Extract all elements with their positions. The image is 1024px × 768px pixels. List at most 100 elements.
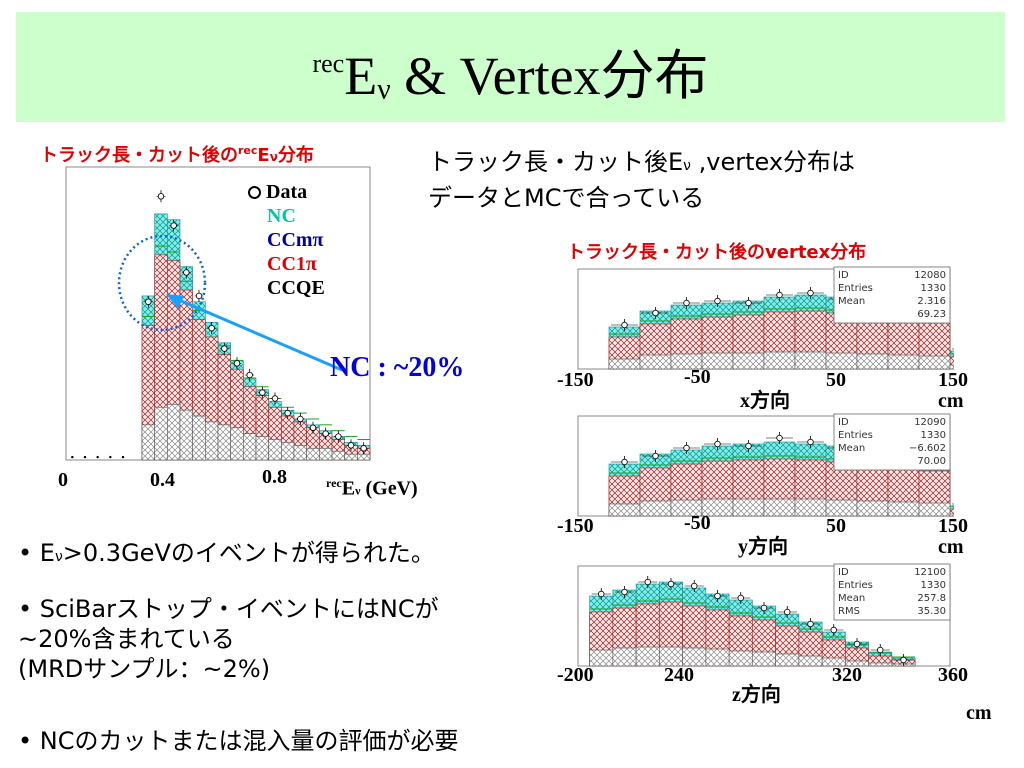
- data-point: [683, 299, 690, 307]
- data-point: [683, 444, 690, 452]
- data-point: [807, 438, 814, 446]
- data-point: [714, 592, 721, 600]
- data-point: [598, 590, 605, 598]
- e-tick-0: 0: [58, 469, 68, 491]
- bullet-1: • Eν>0.3GeVのイベントが得られた。: [18, 539, 435, 567]
- legend-item-ccmpi: CCmπ: [267, 229, 324, 251]
- data-point: [853, 640, 861, 648]
- legend: Data NC CCmπ CC1π CCQE: [248, 180, 325, 300]
- stats-value: 69.23: [917, 309, 946, 320]
- ccqe-bar: [612, 647, 637, 667]
- desc-nu: ν: [683, 158, 691, 174]
- ccqe-bar: [728, 650, 753, 667]
- stats-box: ID 12100 Entries 1330 Mean 257.8 RMS 35.30: [833, 563, 951, 621]
- ccqe-bar: [752, 651, 776, 667]
- vertex-z-histogram: ID 12100 Entries 1330 Mean 257.8 RMS 35.30: [577, 563, 951, 667]
- ccqe-bar: [918, 502, 951, 517]
- stats-value: 1330: [921, 283, 946, 294]
- ccqe-bar: [949, 513, 954, 517]
- data-point: [183, 269, 190, 276]
- x-unit: cm: [938, 390, 964, 412]
- bullet-1-text: >0.3GeVのイベントが得られた。: [62, 539, 435, 567]
- stats-value: 257.8: [917, 593, 946, 604]
- stats-value: 35.30: [917, 606, 946, 617]
- title-bar: recEν & Vertex分布: [16, 12, 1005, 122]
- desc-l1b: ,vertex分布は: [691, 148, 856, 176]
- legend-item-data: Data: [248, 180, 325, 204]
- data-point: [322, 430, 329, 437]
- data-point: [900, 656, 907, 664]
- bullet-2: • SciBarストップ・イベントにはNCが ~20%含まれている (MRDサン…: [18, 595, 439, 683]
- caption-nu: ν: [269, 150, 278, 164]
- stats-box: ID 12090 Entries 1330 Mean −6.602 70.00: [833, 413, 951, 471]
- data-point: [745, 299, 752, 307]
- ccqe-bar: [856, 500, 889, 517]
- description-line-2: データとMCで合っている: [428, 184, 705, 212]
- ccqe-bar: [635, 646, 660, 667]
- stats-key: ID: [838, 417, 849, 428]
- ccqe-bar: [949, 364, 954, 370]
- ccqe-bar: [154, 406, 168, 461]
- ccqe-bar: [217, 424, 231, 461]
- ccqe-bar: [639, 354, 672, 370]
- annotation-arrow-head: [166, 294, 184, 309]
- stats-key: Mean: [838, 443, 865, 454]
- e-axis-title: recEν (GeV): [326, 476, 418, 501]
- ccqe-bar: [293, 445, 307, 461]
- ccqe-bar: [856, 353, 889, 370]
- y-unit: cm: [938, 536, 964, 558]
- x-axis-title: x方向: [740, 390, 790, 412]
- data-point: [271, 395, 279, 402]
- data-point: [71, 455, 74, 459]
- y-axis-title: y方向: [738, 536, 788, 558]
- bullet-2-line-1: SciBarストップ・イベントにはNCが: [39, 595, 439, 623]
- data-point: [776, 434, 783, 442]
- ccqe-bar: [306, 447, 320, 461]
- ccqe-bar: [319, 447, 333, 461]
- stats-key: Mean: [838, 593, 865, 604]
- left-chart-caption: トラック長・カット後のrecEν分布: [40, 141, 314, 167]
- ccqe-bar: [825, 499, 858, 517]
- desc-l1a: トラック長・カット後E: [428, 148, 684, 176]
- data-point: [652, 309, 659, 317]
- data-point: [776, 291, 783, 299]
- ccqe-bar: [639, 500, 672, 517]
- ccqe-bar: [887, 501, 920, 517]
- stats-value: 2.316: [917, 296, 946, 307]
- data-point: [195, 292, 203, 300]
- data-point: [714, 297, 721, 305]
- z-unit: cm: [966, 702, 992, 724]
- ccqe-bar: [344, 453, 358, 461]
- caption-text-b: 分布: [277, 145, 314, 166]
- stats-key: Mean: [838, 296, 865, 307]
- y-tick-150: 150: [938, 515, 968, 537]
- x-tick-m50: -50: [684, 366, 711, 388]
- bullet-1-nu: ν: [54, 549, 63, 565]
- description-line-1: トラック長・カット後Eν ,vertex分布は: [428, 146, 855, 182]
- stats-value: 70.00: [917, 456, 946, 467]
- data-point: [170, 222, 177, 229]
- ccqe-bar: [763, 498, 796, 517]
- data-point: [360, 445, 367, 452]
- ccqe-bar: [763, 351, 796, 370]
- ccqe-bar: [825, 352, 858, 370]
- ccqe-bar: [608, 358, 641, 370]
- ccqe-bar: [868, 662, 893, 667]
- ccqe-bar: [794, 351, 827, 370]
- energy-histogram: 0.20.40.60.811.2: [65, 166, 371, 461]
- data-point: [347, 442, 355, 449]
- ccqe-bar: [230, 427, 244, 461]
- ccqe-bar: [281, 442, 295, 461]
- stats-key: ID: [838, 270, 849, 281]
- ccqe-bar: [268, 439, 282, 461]
- stats-value: 1330: [921, 430, 946, 441]
- e-tick-0-4: 0.4: [150, 469, 175, 491]
- data-point: [83, 455, 87, 459]
- annotation-arrow-line: [171, 295, 343, 372]
- legend-item-cc1pi: CC1π: [267, 253, 317, 275]
- title-e: E: [344, 46, 378, 106]
- data-point: [737, 594, 744, 602]
- data-point: [644, 578, 651, 586]
- data-point: [745, 442, 752, 450]
- data-point: [221, 345, 228, 352]
